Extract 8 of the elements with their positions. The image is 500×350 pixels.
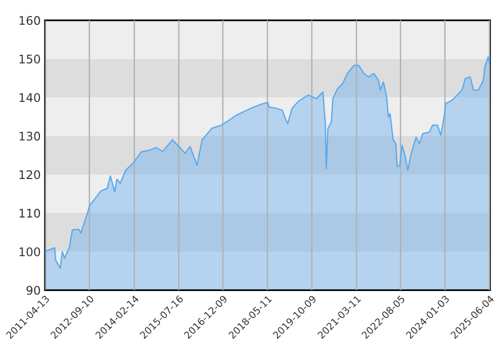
y-tick-label: 140	[20, 93, 40, 102]
y-tick-label: 160	[20, 16, 40, 25]
y-tick-label: 150	[20, 54, 40, 64]
y-tick-label: 90	[26, 286, 40, 295]
y-tick-label: 120	[20, 170, 40, 180]
y-tick-label: 110	[20, 208, 40, 218]
y-tick-label: 130	[20, 132, 40, 141]
y-tick-label: 100	[20, 247, 40, 256]
